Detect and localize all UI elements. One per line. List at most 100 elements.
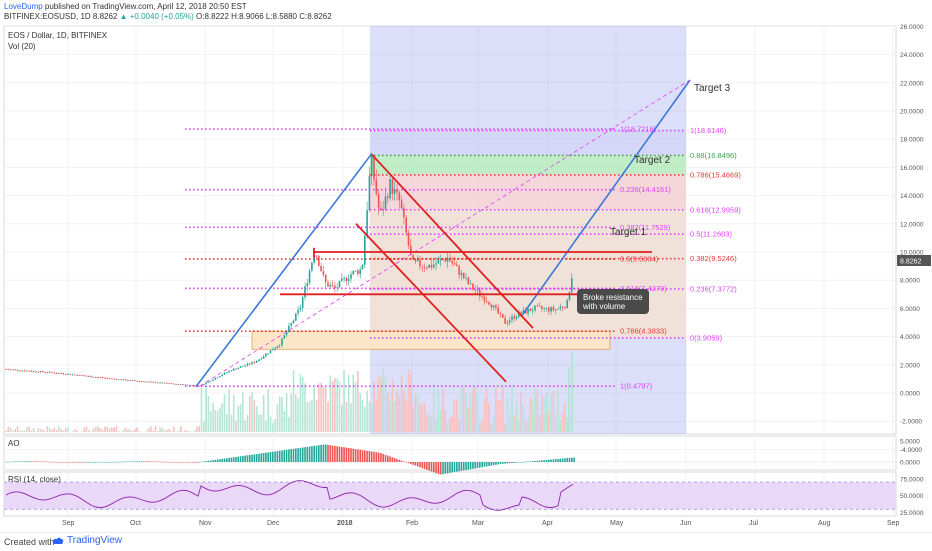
ao-bar	[293, 449, 295, 462]
ao-bar	[548, 460, 550, 462]
candle	[569, 292, 571, 300]
fib-label: 1(18.6146)	[690, 126, 727, 135]
volume-bar	[106, 427, 108, 432]
footer: Created with TradingView	[0, 532, 932, 551]
volume-bar	[74, 429, 76, 432]
candle	[240, 366, 242, 367]
volume-bar	[445, 411, 447, 432]
volume-bar	[63, 430, 65, 432]
volume-bar	[311, 400, 313, 432]
ao-bar	[463, 462, 465, 470]
ao-bar	[189, 462, 191, 463]
candle	[481, 296, 483, 297]
candle	[238, 368, 240, 369]
candle	[247, 364, 249, 366]
ao-bar	[26, 461, 28, 462]
volume-bar	[60, 429, 62, 432]
candle	[274, 348, 276, 349]
ao-bar	[378, 453, 380, 462]
fib-label: 0.5(9.5004)	[620, 255, 659, 264]
chart-area[interactable]: 1(18.6146)0.88(16.8496)0.786(15.4669)0.6…	[0, 22, 932, 532]
volume-bar	[113, 428, 115, 432]
ao-bar	[139, 461, 141, 462]
candle	[451, 261, 453, 263]
ao-bar	[373, 452, 375, 462]
publish-line: LoveDump published on TradingView.com, A…	[4, 2, 247, 11]
ao-bar	[458, 462, 460, 471]
ao-bar	[51, 462, 53, 463]
target-3-label: Target 3	[694, 83, 731, 94]
candle	[571, 278, 573, 292]
volume-bar	[546, 393, 548, 432]
ao-bar	[401, 461, 403, 462]
volume-bar	[518, 421, 520, 432]
ao-bar	[500, 462, 502, 464]
author-link[interactable]: LoveDump	[4, 2, 43, 11]
last-price-value: 8.8262	[900, 259, 922, 266]
ao-bar	[516, 462, 518, 463]
candle	[408, 233, 410, 246]
ao-bar	[265, 453, 267, 462]
ao-bar	[541, 460, 543, 462]
ao-bar	[277, 451, 279, 462]
volume-bar	[548, 413, 550, 432]
candle	[477, 290, 479, 291]
candle	[555, 309, 557, 310]
volume-bar	[470, 394, 472, 432]
candle	[31, 371, 33, 372]
candle	[543, 308, 545, 309]
volume-bar	[378, 376, 380, 432]
volume-bar	[95, 427, 97, 432]
volume-bar	[132, 431, 134, 432]
candle	[491, 305, 493, 308]
ao-bar	[564, 458, 566, 462]
volume-bar	[277, 404, 279, 432]
candle	[26, 371, 28, 372]
candle	[118, 379, 120, 380]
candle	[221, 375, 223, 376]
candle	[385, 197, 387, 210]
candle	[187, 385, 189, 386]
candle	[141, 381, 143, 382]
ao-bar	[518, 462, 520, 463]
volume-bar	[155, 426, 157, 432]
ao-bar	[447, 462, 449, 473]
volume-bar	[493, 416, 495, 432]
ao-bar	[438, 462, 440, 474]
fib-zone	[252, 331, 610, 349]
candle	[470, 284, 472, 285]
ao-bar	[279, 451, 281, 462]
volume-bar	[40, 429, 42, 432]
fib-label: 0.236(14.4161)	[620, 185, 671, 194]
tradingview-logo[interactable]: TradingView	[52, 535, 122, 546]
volume-bar	[479, 423, 481, 432]
candle	[44, 372, 46, 373]
volume-bar	[226, 414, 228, 432]
candle	[169, 383, 171, 384]
ao-bar	[235, 457, 237, 462]
candle	[454, 263, 456, 264]
ao-bar	[132, 461, 134, 462]
volume-bar	[284, 411, 286, 432]
ao-bar	[37, 461, 39, 462]
candle	[424, 267, 426, 268]
volume-bar	[332, 381, 334, 432]
ao-bar	[511, 462, 513, 463]
created-with: Created with	[4, 537, 55, 547]
fib-label: 0.382(9.5246)	[690, 254, 737, 263]
ao-bar	[196, 462, 198, 463]
volume-bar	[474, 387, 476, 432]
candle	[63, 373, 65, 374]
ao-bar	[143, 461, 145, 462]
ao-bar	[263, 453, 265, 462]
ao-bar	[435, 462, 437, 473]
volume-bar	[244, 421, 246, 432]
volume-bar	[369, 401, 371, 432]
volume-bar	[198, 426, 200, 432]
candle	[357, 270, 359, 274]
volume-bar	[194, 430, 196, 432]
publish-info: published on TradingView.com, April 12, …	[43, 2, 247, 11]
candle	[67, 374, 69, 375]
candle	[359, 269, 361, 274]
rsi-tick-label: 50.0000	[900, 493, 924, 500]
